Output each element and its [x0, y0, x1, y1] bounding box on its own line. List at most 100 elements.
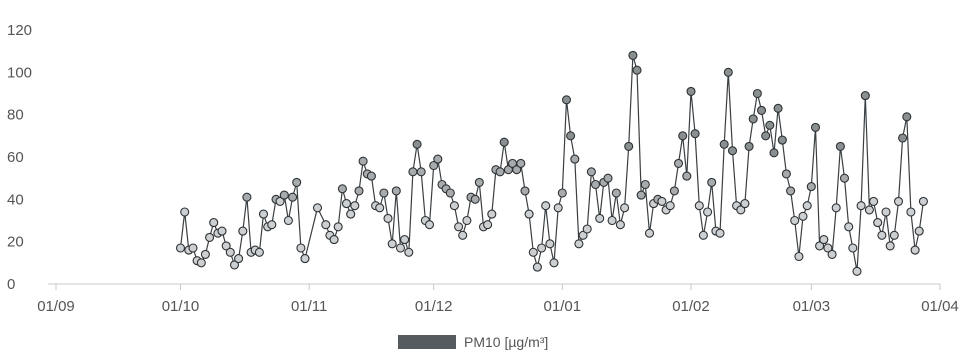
data-point: [786, 186, 796, 196]
data-point: [615, 220, 625, 230]
data-point: [329, 235, 339, 245]
legend: PM10 [µg/m³]: [398, 334, 548, 350]
data-point: [267, 220, 277, 230]
data-point: [520, 186, 530, 196]
data-point: [794, 251, 804, 262]
pm10-series-line: [179, 55, 924, 272]
data-point: [835, 141, 845, 151]
data-point: [200, 249, 210, 259]
pm10-series-points: [175, 50, 928, 276]
data-point: [673, 158, 684, 168]
data-point: [366, 171, 376, 181]
data-point: [595, 213, 605, 223]
data-point: [321, 220, 331, 230]
x-tick-label: 01/09: [37, 298, 75, 315]
data-point: [400, 235, 410, 245]
data-point: [296, 243, 306, 253]
data-point: [499, 137, 509, 147]
data-point: [404, 247, 414, 257]
data-point: [412, 139, 422, 149]
data-point: [387, 239, 397, 249]
x-tick-label: 01/02: [672, 298, 710, 315]
data-point: [416, 167, 426, 177]
data-point: [433, 154, 443, 164]
data-point: [275, 196, 285, 206]
data-point: [657, 196, 667, 206]
data-point: [516, 158, 526, 168]
data-point: [761, 131, 771, 141]
data-point: [341, 199, 352, 209]
data-point: [889, 230, 899, 240]
data-point: [620, 203, 630, 213]
data-point: [707, 177, 717, 187]
data-point: [910, 245, 920, 255]
data-point: [242, 192, 252, 202]
data-point: [474, 177, 484, 187]
data-point: [429, 160, 439, 171]
data-point: [632, 65, 642, 75]
data-point: [175, 243, 186, 253]
data-point: [856, 201, 866, 211]
data-point: [537, 243, 547, 253]
data-point: [188, 243, 198, 253]
data-point: [288, 192, 298, 202]
data-point: [819, 235, 829, 245]
data-point: [574, 239, 584, 249]
data-point: [682, 171, 692, 181]
x-tick-label: 01/12: [415, 298, 453, 315]
data-point: [561, 95, 572, 105]
data-point: [860, 91, 870, 101]
data-point: [292, 177, 302, 187]
data-point: [752, 88, 762, 99]
data-point: [844, 222, 854, 232]
data-point: [881, 207, 891, 217]
data-point: [234, 254, 244, 264]
x-axis-ticks: [55, 284, 941, 290]
data-point: [802, 201, 812, 211]
data-point: [893, 196, 904, 206]
y-tick-label: 100: [7, 64, 32, 81]
data-point: [781, 169, 791, 179]
data-point: [873, 218, 883, 228]
data-point: [379, 188, 389, 198]
data-point: [636, 190, 646, 200]
y-tick-label: 20: [7, 234, 24, 251]
data-point: [719, 139, 729, 149]
data-point: [449, 201, 459, 211]
data-point: [678, 131, 688, 141]
data-point: [458, 230, 468, 240]
data-point: [209, 218, 219, 228]
data-point: [205, 232, 215, 242]
data-point: [541, 201, 551, 211]
data-point: [765, 120, 775, 130]
x-tick-label: 01/01: [544, 298, 582, 315]
data-point: [790, 215, 800, 226]
data-point: [553, 203, 563, 213]
data-point: [354, 186, 364, 196]
data-point: [624, 141, 634, 151]
data-point: [715, 228, 725, 238]
data-point: [628, 50, 638, 60]
data-point: [375, 203, 385, 213]
data-point: [470, 194, 480, 204]
data-point: [869, 196, 879, 206]
data-point: [350, 201, 360, 211]
data-point: [607, 215, 617, 226]
data-point: [333, 222, 343, 232]
x-axis-labels: 01/09 01/10 01/11 01/12 01/01 01/02 01/03 01/04: [37, 298, 959, 315]
data-point: [196, 258, 206, 268]
data-point: [603, 173, 613, 183]
data-point: [877, 230, 887, 240]
y-tick-label: 80: [7, 107, 24, 124]
data-point: [640, 179, 650, 190]
x-tick-label: 01/10: [162, 298, 200, 315]
data-point: [690, 129, 700, 139]
data-point: [300, 254, 310, 264]
data-point: [848, 243, 858, 253]
data-point: [483, 220, 493, 230]
data-point: [445, 188, 455, 198]
data-point: [769, 148, 779, 158]
data-point: [669, 186, 679, 196]
data-point: [557, 188, 567, 198]
data-point: [225, 247, 235, 257]
